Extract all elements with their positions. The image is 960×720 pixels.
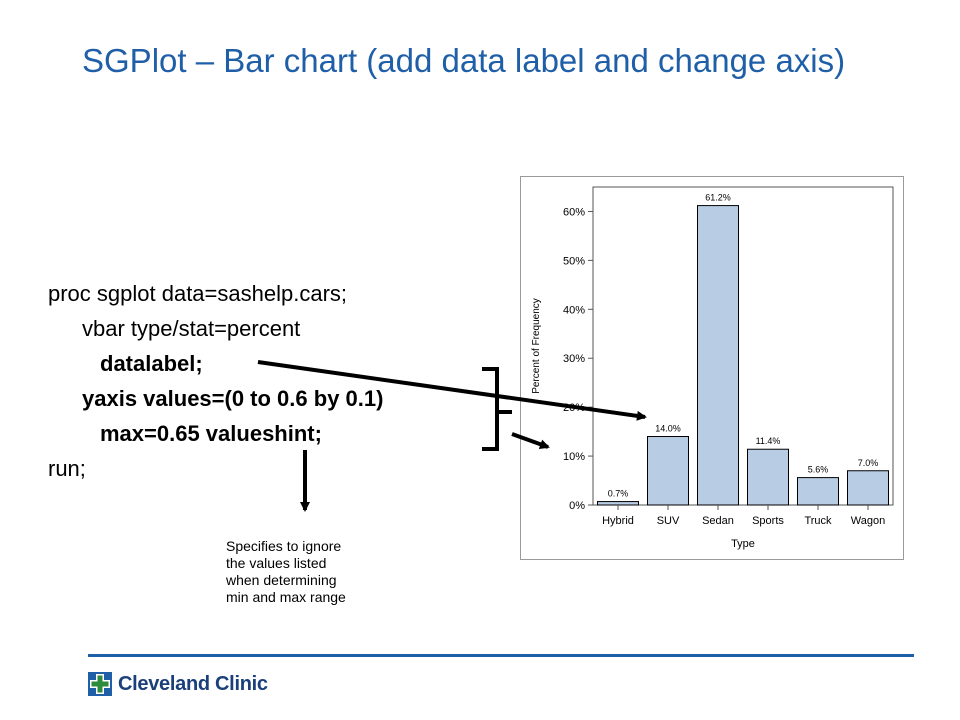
bar-chart-svg: 0% 10% 20% 30% 40% 50% 60% 0.7% 14.0% 61.2% 11.4%… <box>531 186 894 550</box>
bar-hybrid <box>597 501 639 506</box>
bar-suv <box>647 436 689 506</box>
annotation-line: min and max range <box>226 589 346 605</box>
logo-text: Cleveland Clinic <box>118 673 268 695</box>
y-tick-label: 30% <box>563 353 585 365</box>
code-line-datalabel: datalabel; <box>100 351 203 376</box>
x-tick-label: Sedan <box>702 515 734 527</box>
y-tick-label: 60% <box>563 206 585 218</box>
y-axis-title: Percent of Frequency <box>531 298 542 394</box>
y-tick-label: 0% <box>569 500 585 512</box>
bar-chart: 0% 10% 20% 30% 40% 50% 60% 0.7% 14.0% 61.2% 11.4%… <box>520 176 904 560</box>
code-block: proc sgplot data=sashelp.cars; vbar type… <box>48 276 518 496</box>
x-tick-label: Hybrid <box>602 515 634 527</box>
y-tick-label: 50% <box>563 255 585 267</box>
annotation-line: Specifies to ignore <box>226 538 342 554</box>
footer-divider <box>88 654 914 657</box>
data-label: 5.6% <box>808 465 829 475</box>
y-tick-label: 20% <box>563 402 585 414</box>
y-tick-label: 10% <box>563 451 585 463</box>
annotation-line: when determining <box>226 572 337 588</box>
x-axis: Hybrid SUV Sedan Sports Truck Wagon <box>602 505 885 527</box>
x-tick-label: Wagon <box>851 515 885 527</box>
data-label: 7.0% <box>858 458 879 468</box>
data-label: 0.7% <box>608 489 629 499</box>
bar-sports <box>747 448 789 506</box>
data-label: 11.4% <box>756 436 781 446</box>
y-axis: 0% 10% 20% 30% 40% 50% 60% <box>563 206 593 512</box>
bars-group: 0.7% 14.0% 61.2% 11.4% 5.6% 7.0% <box>597 193 889 506</box>
x-axis-title: Type <box>731 538 755 550</box>
annotation-line: the values listed <box>226 555 327 571</box>
code-line-vbar: vbar type/stat=percent <box>82 316 301 341</box>
code-line-yaxis: yaxis values=(0 to 0.6 by 0.1) <box>82 386 384 411</box>
code-line-run: run; <box>48 456 86 481</box>
plot-area-frame <box>592 186 894 506</box>
slide-title: SGPlot – Bar chart (add data label and c… <box>82 42 846 79</box>
y-tick-label: 40% <box>563 304 585 316</box>
data-label: 61.2% <box>705 193 731 203</box>
bar-wagon <box>847 470 889 506</box>
x-tick-label: Sports <box>752 515 784 527</box>
bar-truck <box>797 477 839 506</box>
x-tick-label: Truck <box>804 515 832 527</box>
cross-logo-icon <box>88 672 112 696</box>
code-line-proc: proc sgplot data=sashelp.cars; <box>48 281 348 306</box>
bar-sedan <box>697 205 739 506</box>
code-line-max: max=0.65 valueshint; <box>100 421 322 446</box>
data-label: 14.0% <box>655 424 681 434</box>
x-tick-label: SUV <box>657 515 680 527</box>
annotation-note: Specifies to ignore the values listed wh… <box>226 538 406 606</box>
